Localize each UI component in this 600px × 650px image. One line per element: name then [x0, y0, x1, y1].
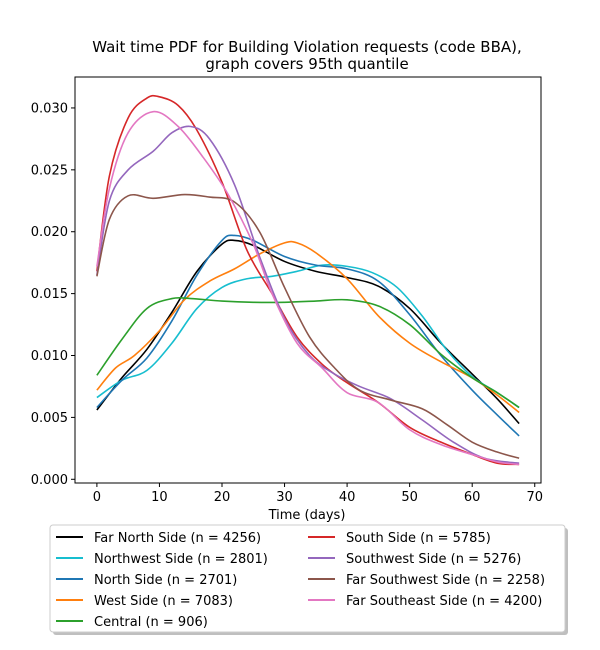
legend-frame: [49, 524, 566, 633]
x-tick-label: 70: [526, 490, 543, 505]
y-tick-label: 0.015: [31, 287, 68, 302]
y-tick-label: 0.005: [31, 411, 68, 426]
legend-label-3: West Side (n = 7083): [94, 594, 233, 609]
series-line-3: [96, 240, 520, 414]
legend-label-4: Central (n = 906): [94, 615, 208, 630]
x-tick-label: 50: [401, 490, 418, 505]
series-line-4: [96, 296, 520, 409]
series-line-5: [96, 94, 520, 466]
x-axis-label: Time (days): [268, 508, 346, 523]
legend-label-6: Southwest Side (n = 5276): [346, 552, 521, 567]
legend-label-7: Far Southwest Side (n = 2258): [346, 573, 545, 588]
chart-title: Wait time PDF for Building Violation req…: [92, 38, 522, 56]
series-line-7: [96, 193, 520, 460]
series-line-1: [96, 264, 520, 409]
chart-subtitle: graph covers 95th quantile: [205, 55, 408, 73]
legend-label-8: Far Southeast Side (n = 4200): [346, 594, 542, 609]
legend-label-1: Northwest Side (n = 2801): [94, 552, 268, 567]
x-tick-label: 40: [339, 490, 356, 505]
series-line-6: [96, 125, 520, 464]
legend-label-0: Far North Side (n = 4256): [94, 531, 261, 546]
y-tick-label: 0.025: [31, 163, 68, 178]
legend-label-5: South Side (n = 5785): [346, 531, 491, 546]
x-tick-label: 60: [464, 490, 481, 505]
y-tick-label: 0.030: [31, 101, 68, 116]
x-tick-label: 10: [151, 490, 168, 505]
y-tick-label: 0.020: [31, 225, 68, 240]
axes-frame: [74, 76, 542, 484]
plot-area: 0 10 20 30 40 50 60 70 0.000 0.005 0.010 0.015 0.020…: [31, 76, 543, 505]
x-tick-label: 20: [214, 490, 231, 505]
x-tick-label: 30: [276, 490, 293, 505]
legend: Far North Side (n = 4256) Northwest Side …: [49, 524, 568, 635]
legend-label-2: North Side (n = 2701): [94, 573, 237, 588]
series-line-8: [96, 110, 520, 466]
y-tick-label: 0.010: [31, 349, 68, 364]
y-tick-label: 0.000: [31, 473, 68, 488]
x-tick-label: 0: [93, 490, 101, 505]
